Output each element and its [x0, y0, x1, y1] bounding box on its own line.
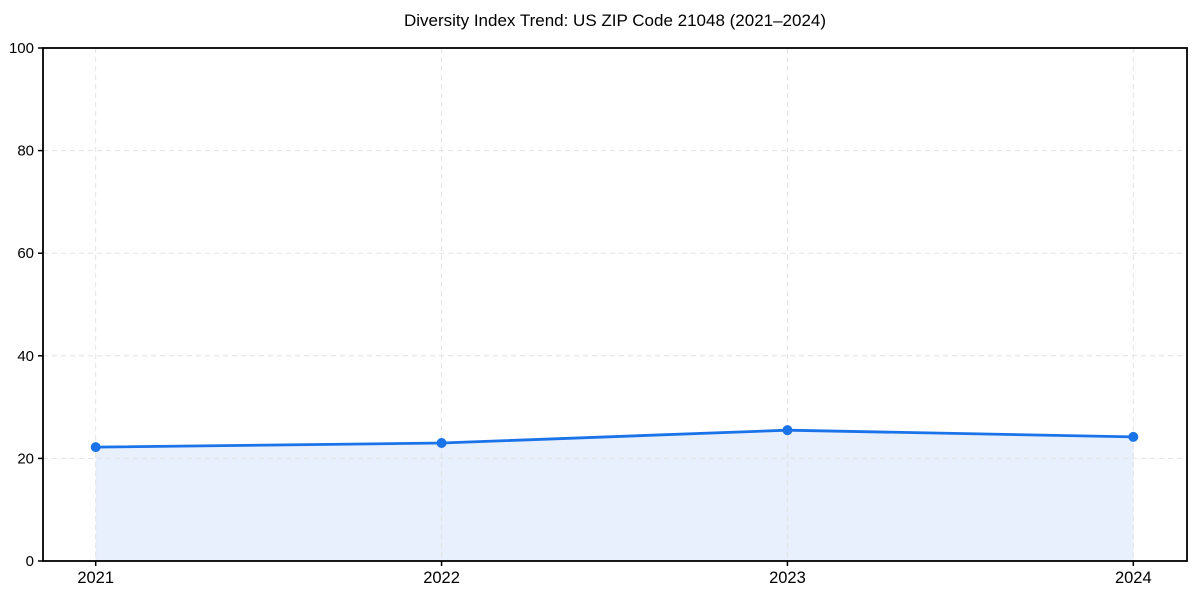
x-tick-label: 2022: [423, 569, 460, 587]
plot-border: [42, 47, 1188, 562]
y-tick-label: 60: [17, 245, 34, 262]
data-point-2021: [90, 442, 101, 453]
trend-line: [94, 428, 1135, 449]
x-tick-label: 2024: [1115, 569, 1152, 587]
y-tick-label: 20: [17, 450, 34, 467]
y-tick-label: 0: [26, 553, 34, 570]
x-tick-label: 2021: [77, 569, 114, 587]
y-tick-label: 40: [17, 348, 34, 365]
area-fill: [95, 430, 1134, 561]
x-tick-label: 2023: [769, 569, 806, 587]
data-point-2024: [1128, 431, 1139, 442]
y-tick-label: 100: [9, 40, 34, 57]
chart-title: Diversity Index Trend: US ZIP Code 21048…: [403, 11, 827, 30]
data-point-2023: [782, 425, 793, 436]
data-point-2022: [436, 438, 447, 449]
y-tick-label: 80: [17, 143, 34, 160]
